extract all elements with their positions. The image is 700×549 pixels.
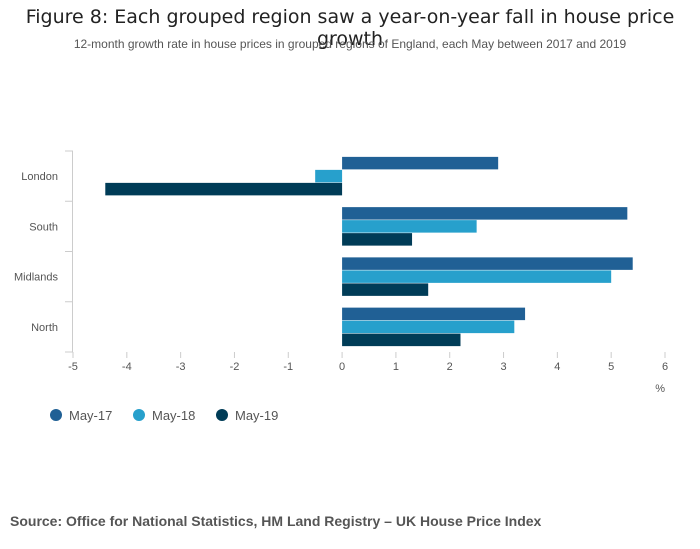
bar[interactable] — [342, 207, 628, 220]
x-tick-label: -2 — [230, 361, 240, 373]
legend-label[interactable]: May-19 — [235, 408, 278, 423]
x-tick-label: -3 — [176, 361, 186, 373]
x-tick-label: 5 — [608, 361, 614, 373]
category-label: London — [21, 171, 58, 183]
bar[interactable] — [342, 283, 429, 296]
bar[interactable] — [315, 169, 343, 183]
chart-subtitle: 12-month growth rate in house prices in … — [73, 37, 627, 51]
bar[interactable] — [342, 220, 477, 233]
bar[interactable] — [342, 257, 633, 270]
x-tick-label: -1 — [283, 361, 293, 373]
legend-label[interactable]: May-18 — [152, 408, 195, 423]
x-tick-label: 3 — [500, 361, 506, 373]
x-axis-unit-label: % — [655, 383, 665, 395]
chart-title: Figure 8: Each grouped region saw a year… — [25, 6, 675, 50]
x-tick-label: 4 — [554, 361, 560, 373]
x-tick-label: -4 — [122, 361, 132, 373]
legend-label[interactable]: May-17 — [69, 408, 112, 423]
source-note: Source: Office for National Statistics, … — [10, 513, 542, 529]
bar[interactable] — [342, 320, 515, 334]
bar[interactable] — [342, 233, 413, 246]
legend-marker[interactable] — [50, 409, 62, 421]
legend-marker[interactable] — [216, 409, 228, 421]
category-label: North — [31, 322, 58, 334]
bar[interactable] — [342, 156, 499, 170]
category-label: Midlands — [14, 272, 59, 284]
legend-marker[interactable] — [133, 409, 145, 421]
category-label: South — [29, 221, 58, 233]
x-tick-label: -5 — [68, 361, 78, 373]
x-tick-label: 1 — [393, 361, 399, 373]
bar[interactable] — [105, 182, 343, 196]
bar[interactable] — [342, 270, 612, 283]
x-tick-label: 2 — [447, 361, 453, 373]
x-tick-label: 6 — [662, 361, 668, 373]
bar[interactable] — [342, 307, 526, 321]
x-tick-label: 0 — [339, 361, 345, 373]
bar[interactable] — [342, 333, 461, 347]
